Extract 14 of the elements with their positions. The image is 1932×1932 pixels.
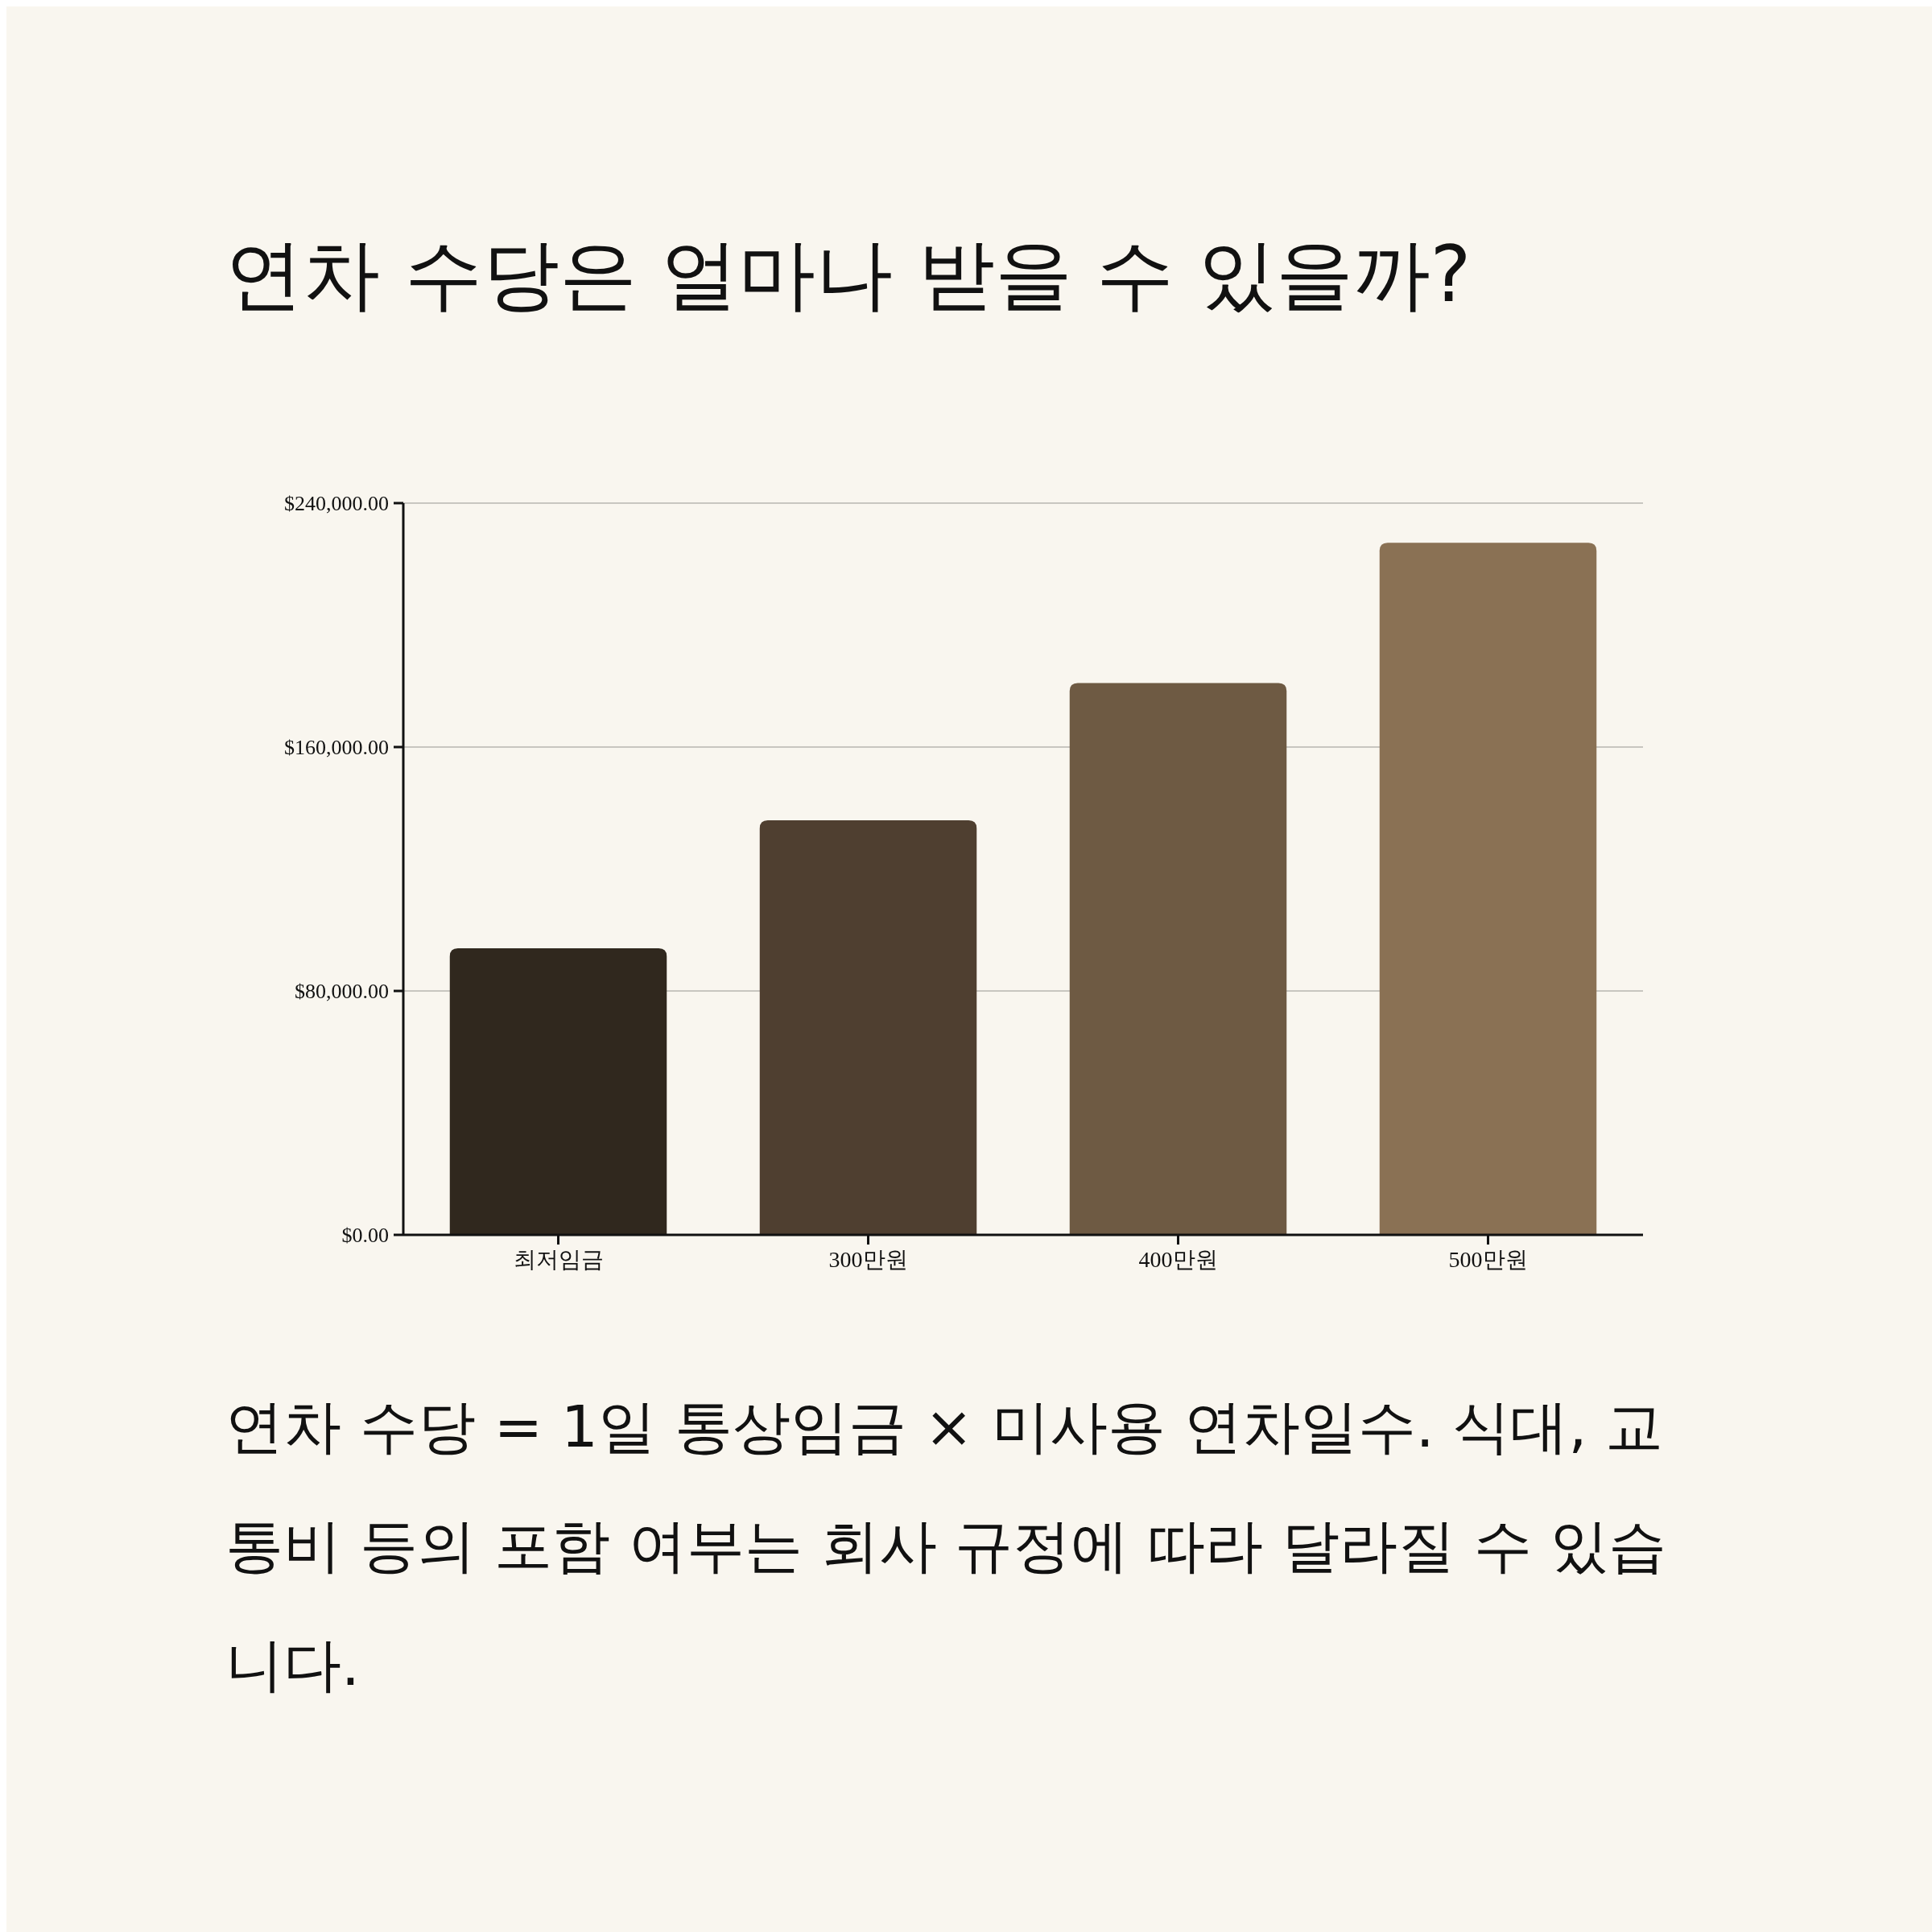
y-tick-label: $80,000.00 <box>295 980 389 1004</box>
x-tick-label: 400만원 <box>1138 1247 1218 1272</box>
y-tick-label: $0.00 <box>341 1224 389 1248</box>
x-tick-label: 최저임금 <box>513 1247 604 1272</box>
y-tick-label: $240,000.00 <box>284 492 389 516</box>
bar <box>1379 543 1597 1235</box>
y-tick-label: $160,000.00 <box>284 736 389 760</box>
bar <box>449 947 667 1235</box>
chart-title: 연차 수당은 얼마나 받을 수 있을까? <box>225 229 1472 321</box>
bar <box>1069 683 1287 1235</box>
bar <box>759 819 977 1235</box>
x-tick-label: 500만원 <box>1448 1247 1528 1272</box>
text: 연차 수당 = 1일 통상임금 × 미사용 연차일수. 식대, 교통비 등의 포함 여부는 회사 규정에 따라 달라질 수 있습니다. <box>225 1392 1667 1700</box>
x-tick-label: 300만원 <box>828 1247 908 1272</box>
